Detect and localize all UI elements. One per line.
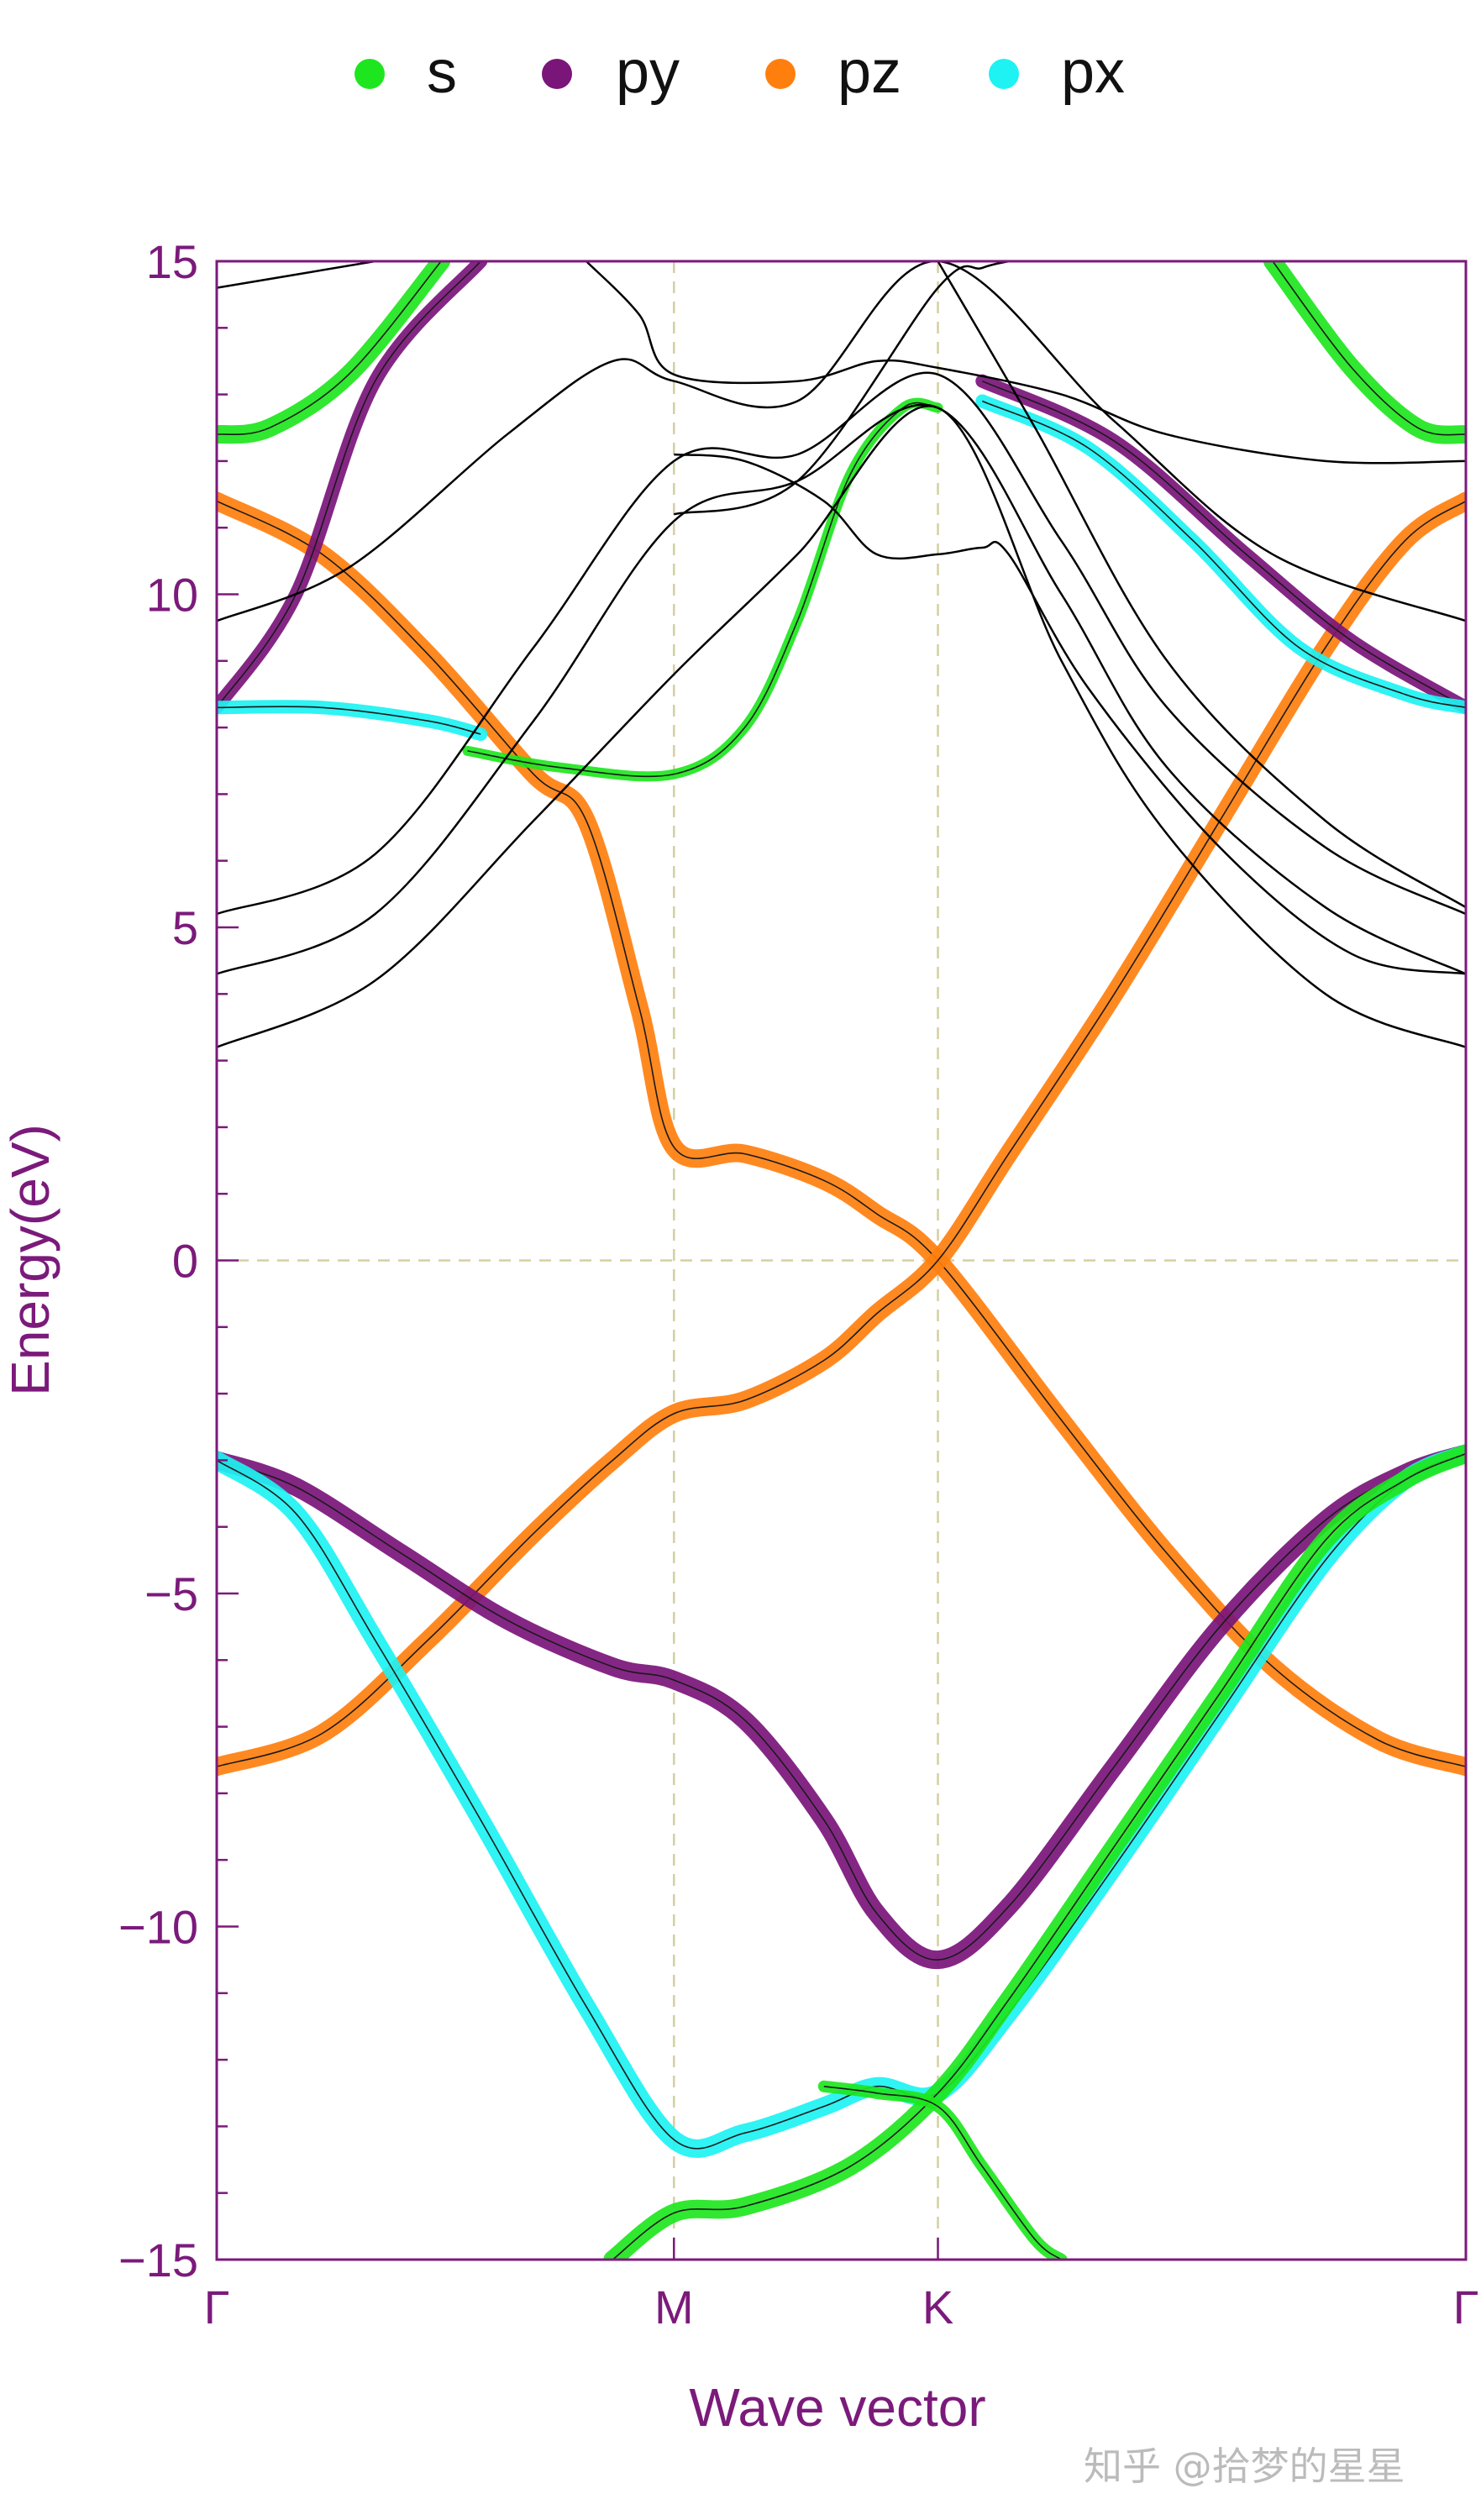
projected-band-core-s: [1272, 261, 1466, 436]
legend-marker-py: [542, 59, 572, 89]
legend-label-s: s: [427, 39, 457, 106]
projected-band-s: [817, 2080, 1068, 2260]
legend-marker-pz: [765, 59, 796, 89]
projected-band-s: [217, 261, 451, 444]
x-tick-label: K: [922, 2281, 953, 2334]
x-tick-label: Γ: [204, 2281, 230, 2334]
projected-band-core-px: [217, 706, 481, 735]
band-line: [937, 261, 1466, 909]
y-tick-label: −5: [144, 1567, 198, 1620]
y-tick-label: 5: [172, 901, 198, 954]
dashed-guides: [217, 261, 1466, 2260]
band-line: [217, 405, 1466, 1048]
legend-marker-px: [989, 59, 1019, 89]
projected-band-core-py: [217, 1452, 1466, 1961]
projected-band-core-s: [467, 402, 938, 778]
projected-band-core-s: [823, 2086, 1063, 2260]
legend-item-pz: pz: [765, 39, 901, 106]
watermark: 知乎 @拾梦的星星: [1084, 2444, 1405, 2489]
legend: s py pz px: [354, 39, 1125, 106]
projected-band-s: [1263, 261, 1466, 444]
projected-band-py: [217, 261, 488, 715]
projected-band-core-py: [217, 261, 481, 708]
projected-band-core-pz: [217, 500, 1466, 1767]
projected-band-core-s: [612, 1452, 1466, 2260]
band-line: [586, 261, 1466, 465]
y-tick-label: −15: [118, 2234, 198, 2286]
band-line: [217, 261, 376, 289]
y-tick-label: −10: [118, 1901, 198, 1954]
band-lines: [217, 261, 1466, 2260]
legend-item-py: py: [542, 39, 680, 106]
band-line: [217, 371, 1466, 916]
projected-band-core-py: [981, 380, 1466, 708]
y-tick-label: 15: [146, 235, 198, 288]
legend-item-px: px: [989, 39, 1125, 106]
legend-item-s: s: [354, 39, 457, 106]
x-axis-title: Wave vector: [689, 2377, 985, 2438]
projected-band-pz: [217, 491, 1466, 1777]
x-tick-label: Γ: [1453, 2281, 1479, 2334]
legend-label-py: py: [616, 39, 680, 106]
projected-band-core-s: [217, 261, 442, 436]
projected-band-pz: [217, 491, 1466, 1777]
projected-band-px: [217, 700, 488, 741]
y-tick-label: 10: [146, 569, 198, 622]
band-line: [674, 453, 1466, 975]
y-tick-label: 0: [172, 1235, 198, 1288]
x-tick-label: M: [654, 2281, 694, 2334]
band-line: [217, 403, 1466, 975]
legend-label-pz: pz: [838, 39, 901, 106]
band-line: [673, 261, 1010, 516]
legend-label-px: px: [1061, 39, 1125, 106]
legend-marker-s: [354, 59, 385, 89]
y-axis-title: Energy(eV): [0, 1124, 60, 1396]
projected-band-core-px: [981, 400, 1466, 709]
band-line: [217, 261, 1466, 622]
projected-band-core-px: [217, 1452, 1466, 2150]
projected-band-core-pz: [217, 500, 1466, 1767]
y-axis: −15 −10 −5 0 5 10 15: [118, 235, 239, 2286]
